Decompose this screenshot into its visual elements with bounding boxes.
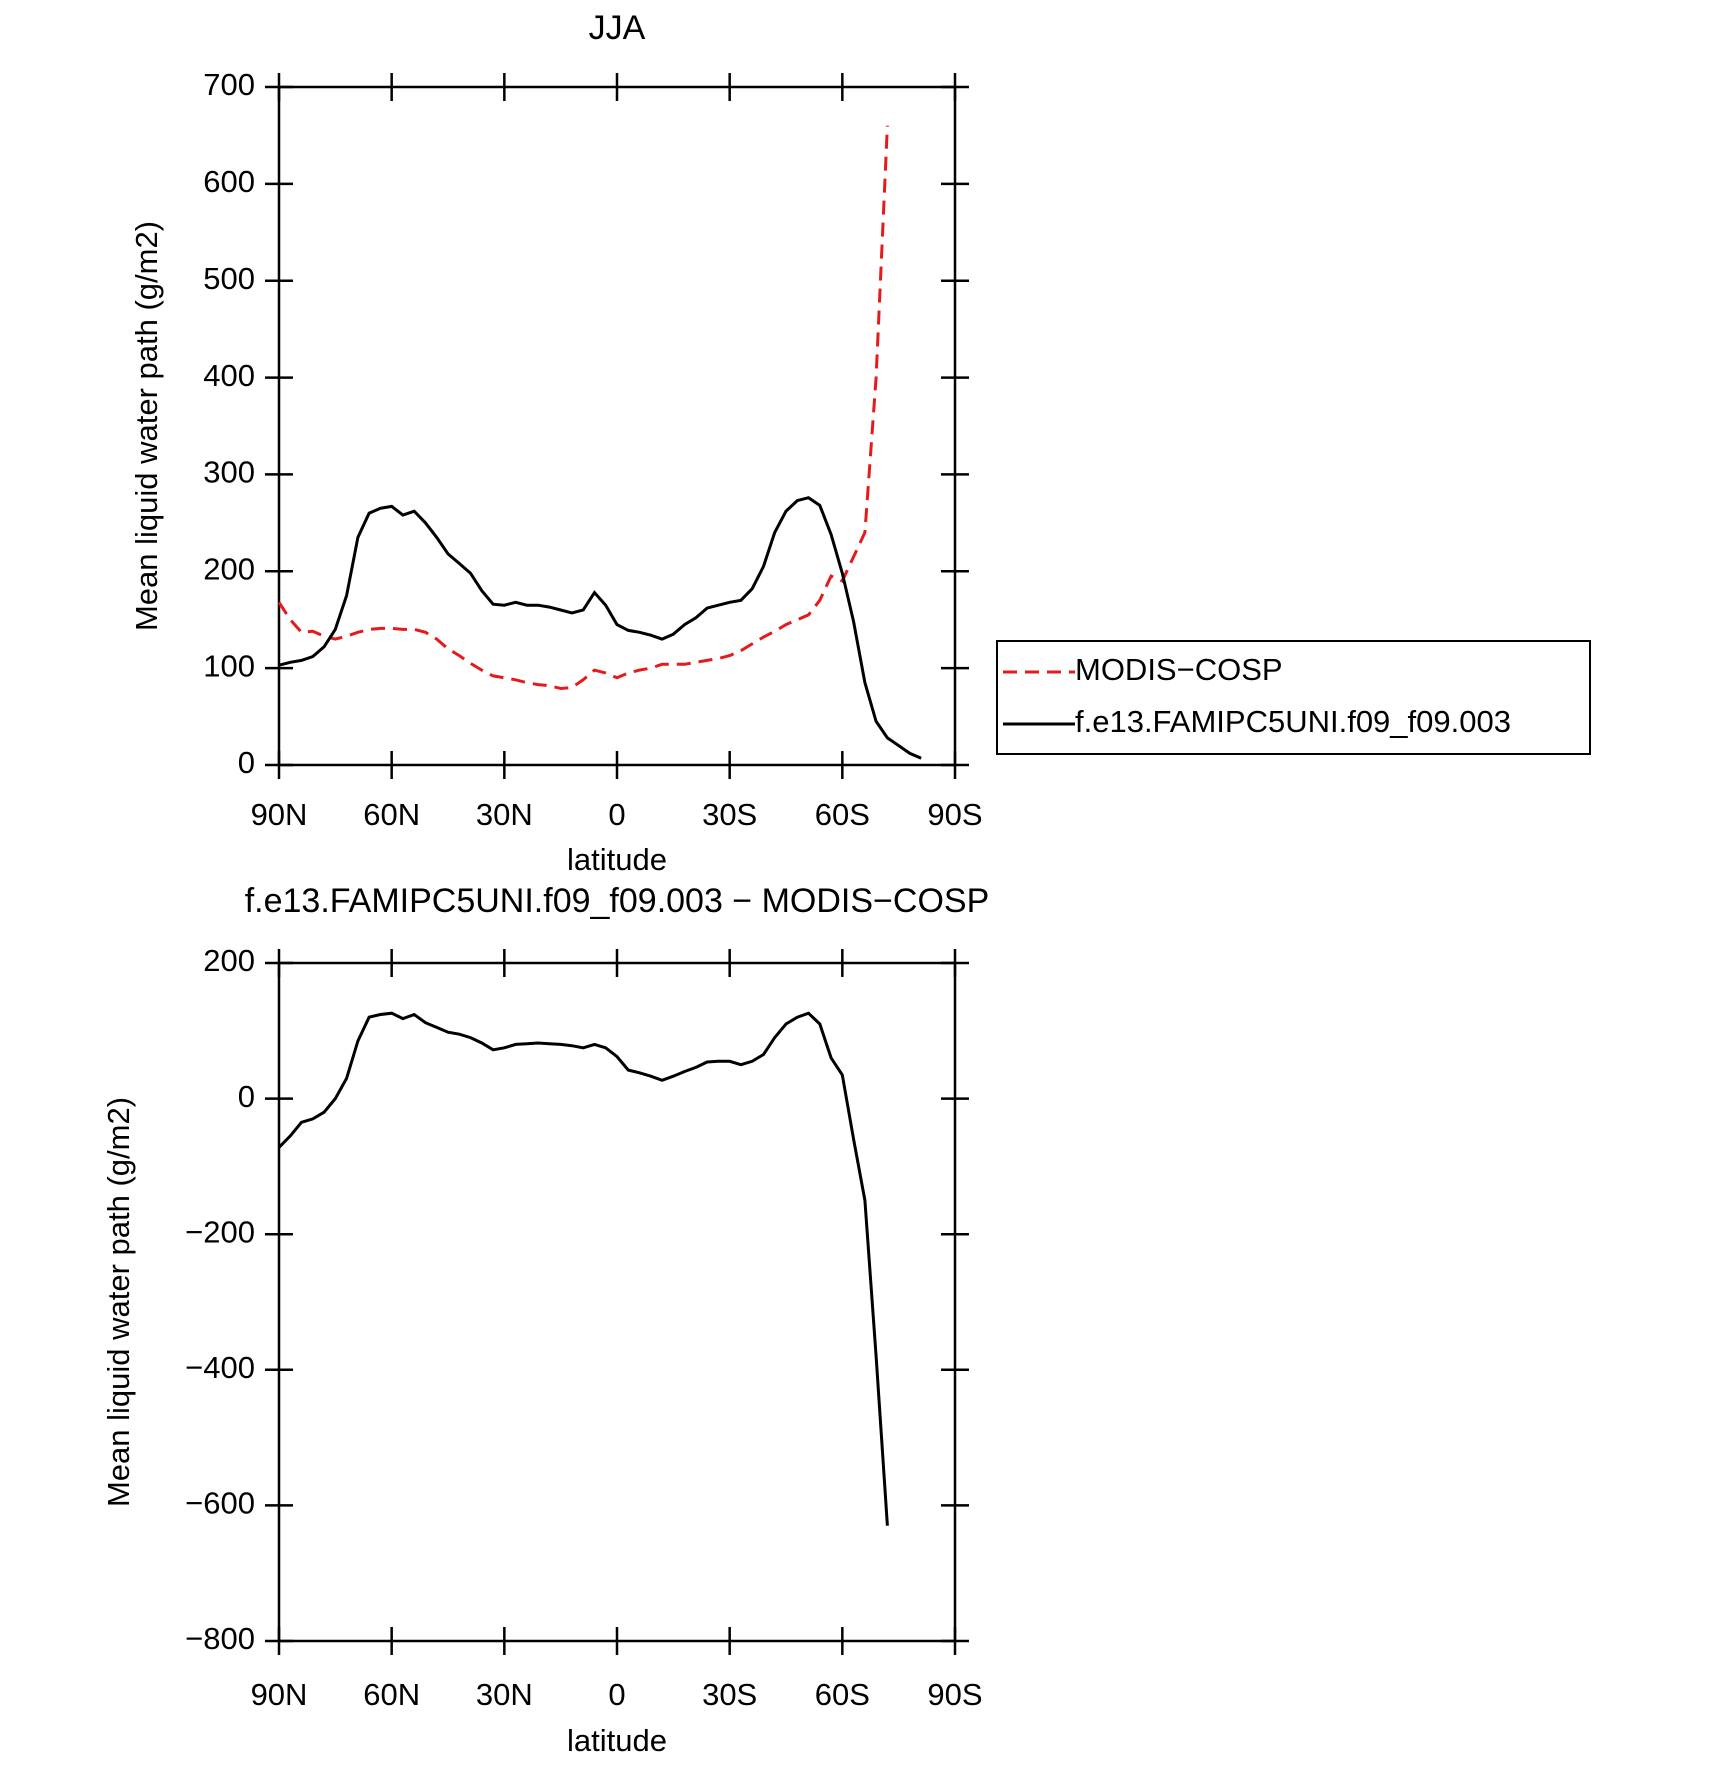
y-axis-label: Mean liquid water path (g/m2)	[129, 221, 164, 631]
y-tick-label: 100	[203, 648, 255, 683]
legend-label: MODIS−COSP	[1075, 652, 1283, 687]
x-tick-label: 90N	[251, 797, 308, 832]
series-line	[278, 496, 922, 760]
y-tick-label: 600	[203, 164, 255, 199]
y-tick-label: 200	[203, 943, 255, 978]
y-axis-label: Mean liquid water path (g/m2)	[101, 1097, 136, 1507]
y-tick-label: 700	[203, 67, 255, 102]
legend-label: f.e13.FAMIPC5UNI.f09_f09.003	[1075, 704, 1511, 739]
x-tick-label: 60N	[363, 797, 420, 832]
plot-frame	[277, 961, 957, 1643]
x-axis-label: latitude	[567, 842, 667, 877]
legend-box	[996, 640, 1591, 755]
y-tick-label: −800	[185, 1621, 255, 1656]
chart-title: f.e13.FAMIPC5UNI.f09_f09.003 − MODIS−COS…	[245, 882, 990, 920]
y-tick-label: 300	[203, 455, 255, 490]
y-tick-label: 400	[203, 358, 255, 393]
x-tick-label: 60S	[815, 797, 870, 832]
x-tick-label: 60S	[815, 1677, 870, 1712]
y-tick-label: 0	[238, 1079, 255, 1114]
y-tick-label: 0	[238, 745, 255, 780]
x-tick-label: 60N	[363, 1677, 420, 1712]
y-tick-label: 200	[203, 551, 255, 586]
series-line	[277, 1011, 889, 1526]
y-tick-label: −200	[185, 1214, 255, 1249]
series-line	[277, 125, 889, 691]
x-axis-label: latitude	[567, 1723, 667, 1758]
x-tick-label: 90N	[251, 1677, 308, 1712]
x-tick-label: 30S	[702, 1677, 757, 1712]
x-tick-label: 0	[608, 797, 625, 832]
x-tick-label: 30S	[702, 797, 757, 832]
x-tick-label: 30N	[476, 797, 533, 832]
x-tick-label: 0	[608, 1677, 625, 1712]
y-tick-label: −400	[185, 1350, 255, 1385]
x-tick-label: 90S	[927, 797, 982, 832]
x-tick-label: 90S	[927, 1677, 982, 1712]
chart-title: JJA	[589, 9, 646, 47]
plot-frame	[277, 85, 957, 767]
x-tick-label: 30N	[476, 1677, 533, 1712]
y-tick-label: 500	[203, 261, 255, 296]
y-tick-label: −600	[185, 1486, 255, 1521]
